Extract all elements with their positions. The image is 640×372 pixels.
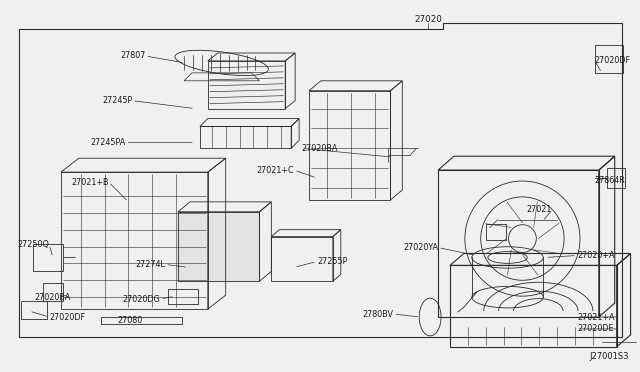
Text: 27021+A: 27021+A xyxy=(577,312,614,321)
Text: 27021+C: 27021+C xyxy=(257,166,294,174)
Text: 27255P: 27255P xyxy=(317,257,348,266)
Text: 27864R: 27864R xyxy=(595,176,626,185)
Polygon shape xyxy=(178,212,259,281)
Text: 27080: 27080 xyxy=(117,317,142,326)
Text: 27020DF: 27020DF xyxy=(595,57,631,65)
Text: 27245P: 27245P xyxy=(102,96,132,105)
Text: 27020DF: 27020DF xyxy=(49,312,85,321)
Text: 27245PA: 27245PA xyxy=(90,138,125,147)
Text: 27021: 27021 xyxy=(527,205,552,214)
Text: 27020BA: 27020BA xyxy=(301,144,337,153)
Text: 27020+A: 27020+A xyxy=(577,251,614,260)
Text: 27250Q: 27250Q xyxy=(17,240,49,249)
Text: 27021+B: 27021+B xyxy=(71,177,109,186)
Text: J27001S3: J27001S3 xyxy=(589,352,628,361)
Text: 27274L: 27274L xyxy=(135,260,165,269)
Text: 27020DG: 27020DG xyxy=(122,295,160,304)
Text: 27020YA: 27020YA xyxy=(403,243,438,252)
Text: 27807: 27807 xyxy=(120,51,145,61)
Text: 2780BV: 2780BV xyxy=(362,310,394,318)
Text: 27020DE: 27020DE xyxy=(577,324,614,333)
Text: 27020BA: 27020BA xyxy=(35,293,71,302)
Text: 27020: 27020 xyxy=(414,15,442,24)
